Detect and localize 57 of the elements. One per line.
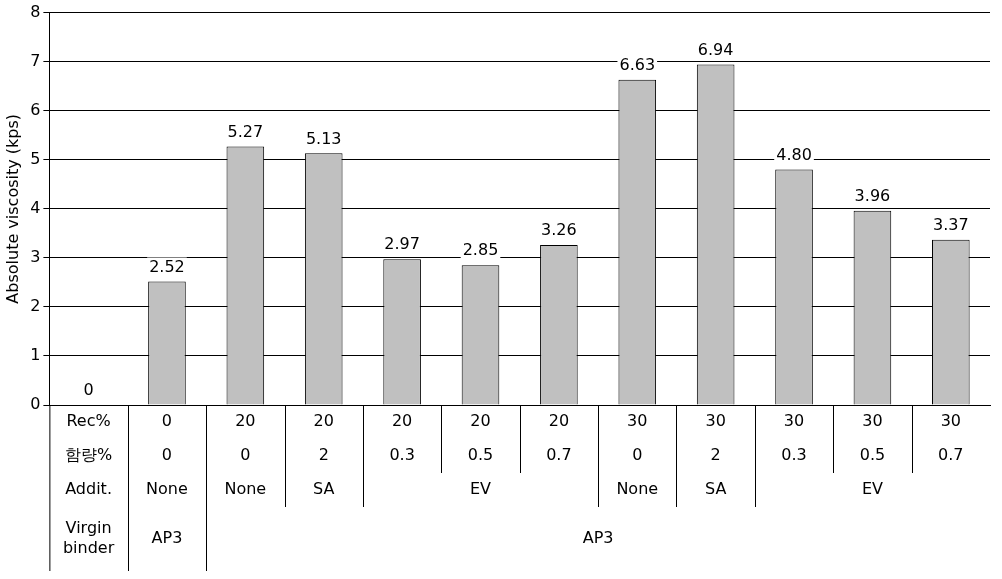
text: AP3 xyxy=(582,528,614,548)
text: 0.3 xyxy=(389,445,415,465)
x-tick-label: 30 xyxy=(783,411,805,431)
text: Virgin binder xyxy=(62,518,115,558)
text: None xyxy=(616,479,659,499)
text: SA xyxy=(313,479,335,499)
text: 함량% xyxy=(64,445,113,465)
x-tick-label: 30 xyxy=(705,411,726,431)
data-label: 2.97 xyxy=(384,234,420,254)
x-tick-label: 0 xyxy=(161,411,173,431)
text: None xyxy=(146,479,188,499)
data-label: 4.80 xyxy=(776,144,812,164)
y-tick-label: 7 xyxy=(30,50,41,70)
x-tick-label: 20 xyxy=(548,411,570,431)
x-tick-label: 20 xyxy=(391,411,413,431)
x-tick-label: 30 xyxy=(627,411,648,431)
data-label: 6.63 xyxy=(619,54,656,74)
text: 0 xyxy=(632,445,643,465)
x-tick-label: 20 xyxy=(470,411,491,431)
data-label: 6.94 xyxy=(697,39,734,59)
text: AP3 xyxy=(151,528,183,548)
text: 0 xyxy=(161,445,173,465)
data-label: 3.96 xyxy=(854,185,891,205)
text: 0.5 xyxy=(859,445,886,465)
text: 0 xyxy=(240,445,251,465)
y-tick-label: 2 xyxy=(30,296,41,316)
y-axis-title: Absolute viscosity (kps) xyxy=(2,113,22,304)
y-tick-label: 0 xyxy=(30,394,41,414)
text: 2 xyxy=(318,445,329,465)
x-tick-label: 20 xyxy=(235,411,256,431)
text: 0.5 xyxy=(467,445,494,465)
y-tick-label: 6 xyxy=(30,99,41,119)
data-label: 2.85 xyxy=(462,240,499,260)
y-tick-label: 3 xyxy=(30,247,41,267)
text: 0.7 xyxy=(546,445,572,465)
y-tick-label: 8 xyxy=(30,1,41,21)
text: 0.7 xyxy=(938,445,964,465)
text: None xyxy=(224,479,267,499)
data-label: 5.27 xyxy=(227,121,264,141)
text: 2 xyxy=(710,445,721,465)
x-tick-label: Rec% xyxy=(66,411,111,431)
data-label: 2.52 xyxy=(149,256,185,276)
y-tick-label: 4 xyxy=(30,197,41,217)
x-tick-label: 30 xyxy=(862,411,883,431)
text: 0.3 xyxy=(781,445,807,465)
text: Addit. xyxy=(65,479,112,499)
y-tick-label: 1 xyxy=(30,345,41,365)
text: EV xyxy=(861,479,883,499)
x-tick-label: 20 xyxy=(313,411,334,431)
data-label: 3.37 xyxy=(932,214,969,234)
y-tick-label: 5 xyxy=(30,148,41,168)
data-label: 3.26 xyxy=(541,220,577,240)
text: EV xyxy=(469,479,492,499)
data-label: 0 xyxy=(83,380,94,400)
data-label: 5.13 xyxy=(305,128,342,148)
x-tick-label: 30 xyxy=(940,411,961,431)
text: SA xyxy=(704,479,727,499)
